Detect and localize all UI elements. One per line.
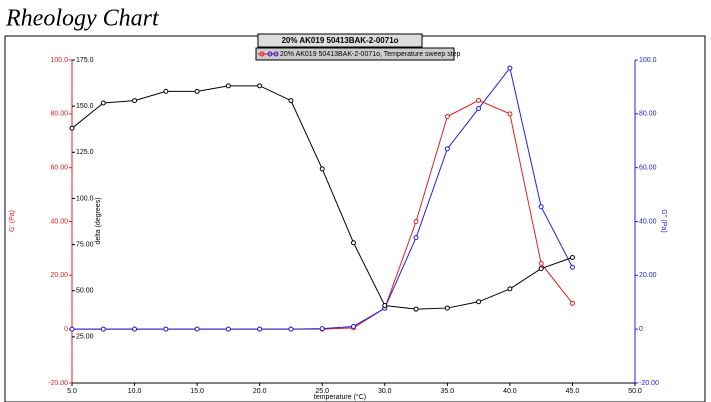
data-point <box>538 260 544 266</box>
y-tick-label: 60.00 <box>50 165 68 172</box>
y2-axis-label: G'' (Pa) <box>660 209 667 232</box>
y-tick-label: -20.00 <box>48 380 68 387</box>
data-point <box>194 88 200 94</box>
data-point <box>163 88 169 94</box>
y2-tick-label: 80.00 <box>639 111 657 118</box>
y-tick-label: 100.0 <box>50 57 68 64</box>
legend-marker <box>259 51 265 57</box>
data-point <box>507 286 513 292</box>
data-point <box>225 326 231 332</box>
y2-tick-label: 40.00 <box>639 218 657 225</box>
y2-tick-label: 20.00 <box>639 272 657 279</box>
y2-tick-label: 0 <box>639 326 643 333</box>
y-tick-label: 0 <box>64 326 68 333</box>
data-point <box>507 65 513 71</box>
y-axis-label: G' (Pa) <box>9 210 16 232</box>
data-point <box>444 114 450 120</box>
data-point <box>444 305 450 311</box>
data-point <box>569 254 575 260</box>
page-title: Rheology Chart <box>5 6 160 32</box>
data-point <box>100 326 106 332</box>
title-box <box>257 33 423 48</box>
data-point <box>507 111 513 117</box>
data-point <box>163 326 169 332</box>
data-point <box>257 83 263 89</box>
data-point <box>569 300 575 306</box>
data-point <box>225 83 231 89</box>
data-point <box>194 326 200 332</box>
y3-tick-label: 100.0 <box>76 195 94 202</box>
y3-tick-label: 150.0 <box>76 103 94 110</box>
x-tick-label: 50.0 <box>628 388 642 395</box>
y2-tick-label: 60.00 <box>639 165 657 172</box>
x-tick-label: 5.0 <box>67 388 77 395</box>
y3-tick-label: 75.00 <box>76 241 94 248</box>
data-point <box>382 302 388 308</box>
legend-marker <box>273 51 279 57</box>
x-tick-label: 10.0 <box>128 388 142 395</box>
data-point <box>413 235 419 241</box>
legend-box <box>255 47 455 61</box>
data-point <box>476 105 482 111</box>
y3-tick-label: 175.0 <box>76 57 94 64</box>
data-point <box>100 100 106 106</box>
data-point <box>288 98 294 104</box>
data-point <box>569 264 575 270</box>
x-tick-label: 25.0 <box>315 388 329 395</box>
y-tick-label: 40.00 <box>50 218 68 225</box>
chart-frame <box>4 35 706 402</box>
data-point <box>413 306 419 312</box>
data-point <box>319 166 325 172</box>
chart-title: 20% AK019 50413BAK-2-0071o <box>281 36 398 45</box>
x-tick-label: 15.0 <box>190 388 204 395</box>
y3-tick-label: 50.00 <box>76 288 94 295</box>
x-tick-label: 35.0 <box>441 388 455 395</box>
data-point <box>132 326 138 332</box>
data-point <box>257 326 263 332</box>
data-point <box>413 219 419 224</box>
x-tick-label: 20.0 <box>253 388 267 395</box>
y-tick-label: 80.00 <box>50 111 68 118</box>
data-point <box>476 97 482 103</box>
data-point <box>444 146 450 152</box>
data-point <box>538 204 544 210</box>
y3-axis-label: delta (degrees) <box>95 197 102 244</box>
y2-tick-label: 100.0 <box>639 57 657 64</box>
data-point <box>132 98 138 104</box>
data-point <box>288 326 294 332</box>
data-point <box>69 326 75 332</box>
x-axis-label: temperature (°C) <box>314 393 366 401</box>
x-tick-label: 40.0 <box>503 388 517 395</box>
data-point <box>351 323 356 329</box>
data-point <box>538 266 544 272</box>
data-point <box>476 299 482 305</box>
data-point <box>69 125 75 131</box>
x-tick-label: 30.0 <box>378 388 392 395</box>
x-tick-label: 45.0 <box>566 388 580 395</box>
y-tick-label: 20.00 <box>50 272 68 279</box>
legend-label: 20% AK019 50413BAK-2-0071o, Temperature … <box>280 51 461 58</box>
legend-marker <box>267 51 273 57</box>
data-point <box>351 240 356 246</box>
y3-tick-label: 125.0 <box>76 149 94 156</box>
y3-tick-label: 25.00 <box>76 334 94 341</box>
data-point <box>319 326 325 332</box>
y2-tick-label: -20.00 <box>639 380 659 387</box>
